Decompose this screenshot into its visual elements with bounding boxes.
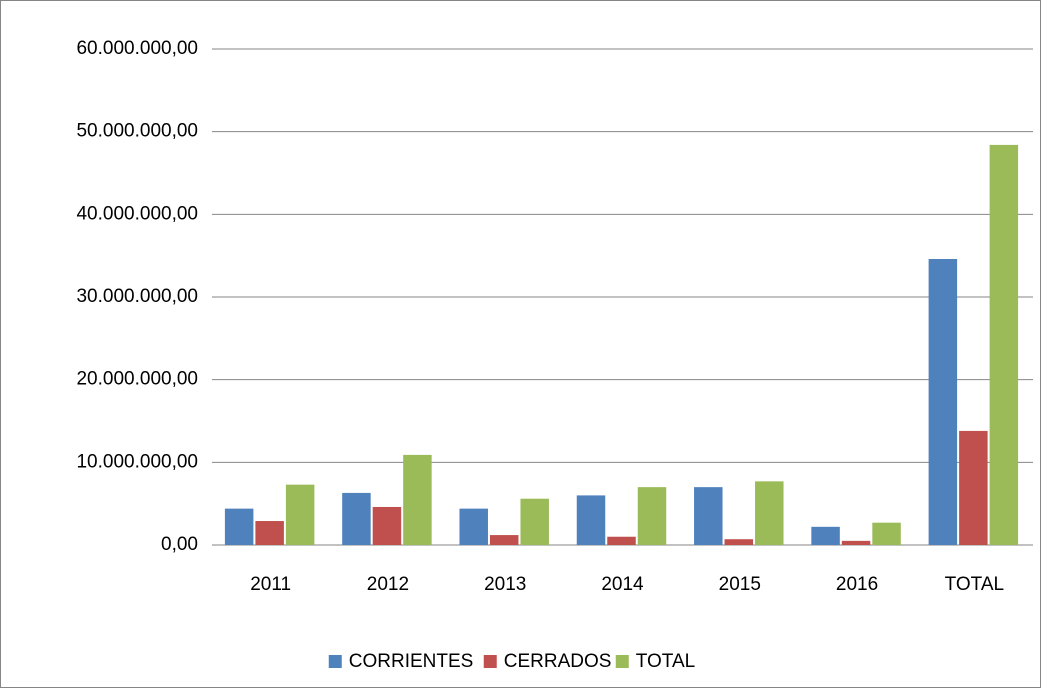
bar: [285, 484, 315, 545]
bar: [489, 535, 519, 545]
x-tick-label: 2013: [484, 574, 526, 595]
x-tick-label: 2012: [367, 574, 409, 595]
bar: [989, 144, 1019, 546]
bar: [755, 481, 784, 545]
bar: [607, 536, 636, 545]
bar: [520, 498, 549, 545]
legend-label: TOTAL: [636, 651, 695, 672]
legend-label: CORRIENTES: [349, 651, 474, 672]
legend-swatch: [615, 655, 629, 668]
bar: [372, 506, 402, 545]
legend-swatch: [328, 655, 342, 668]
y-tick-label: 30.000.000,00: [76, 286, 198, 307]
bar: [724, 539, 754, 545]
bar: [255, 521, 284, 545]
bar: [403, 454, 432, 545]
bar: [694, 487, 723, 545]
bar: [959, 430, 988, 545]
bar: [928, 258, 958, 545]
x-tick-label: 2016: [836, 574, 878, 595]
x-tick-label: 2015: [719, 574, 761, 595]
y-tick-label: 20.000.000,00: [76, 369, 198, 390]
x-tick-label: 2011: [250, 574, 291, 595]
y-tick-label: 0,00: [161, 534, 198, 555]
y-tick-label: 40.000.000,00: [76, 203, 198, 224]
y-tick-label: 60.000.000,00: [76, 38, 198, 59]
bar: [872, 522, 901, 545]
x-tick-label: TOTAL: [945, 574, 1004, 595]
bar: [342, 492, 371, 545]
x-tick-label: 2014: [601, 574, 644, 595]
y-tick-label: 50.000.000,00: [76, 121, 198, 142]
bar: [576, 495, 606, 545]
bar: [637, 487, 667, 545]
bar: [841, 540, 871, 545]
bar: [811, 526, 840, 545]
bar: [224, 508, 254, 545]
y-tick-label: 10.000.000,00: [76, 451, 198, 472]
legend-label: CERRADOS: [504, 651, 612, 672]
bar: [459, 508, 488, 545]
legend-swatch: [483, 655, 497, 668]
